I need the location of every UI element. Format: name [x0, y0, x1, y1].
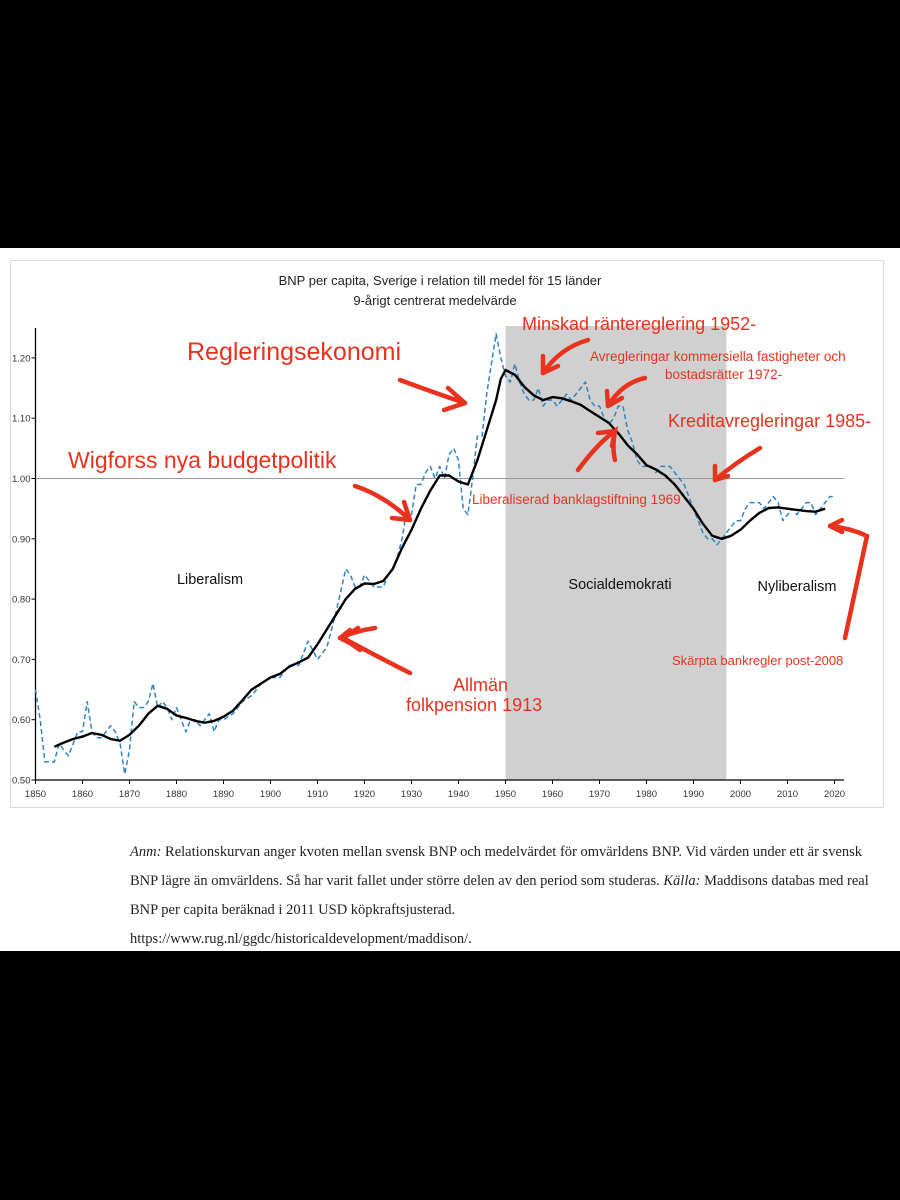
arrow-minskad — [540, 337, 591, 376]
annotation-skarpta-bankregler: Skärpta bankregler post-2008 — [672, 653, 843, 668]
x-tick-label: 2000 — [730, 789, 751, 800]
arrow-skarpta-head — [827, 517, 845, 535]
x-tick-label: 1930 — [401, 789, 422, 800]
chart-frame — [10, 260, 884, 808]
note-body: Relationskurvan anger kvoten mellan sven… — [130, 844, 863, 889]
annotation-kreditavregleringar: Kreditavregleringar 1985- — [668, 411, 871, 431]
arrow-regleringsekonomi — [397, 377, 468, 406]
annotation-allman: Allmän — [453, 675, 508, 695]
annotation-avregleringar-line1: Avregleringar kommersiella fastigheter o… — [590, 349, 846, 364]
arrow-folkpension-tail-head — [337, 627, 355, 647]
x-tick-label: 1870 — [119, 789, 140, 800]
arrow-wigforss-head — [389, 499, 413, 523]
chart: 0.50 0.60 0.70 0.80 0.90 1.00 1.10 1.20 1850 1860… — [12, 273, 871, 800]
period-label-socialdemokrati: Socialdemokrati — [568, 577, 671, 593]
series-line-smoothed — [53, 368, 826, 748]
note-source-body: Maddisons databas med real BNP per capit… — [130, 873, 869, 918]
footnote: Anm: Relationskurvan anger kvoten mellan… — [130, 838, 870, 954]
y-tick-label: 0.90 — [12, 534, 31, 545]
chart-subtitle: 9-årigt centrerat medelvärde — [353, 293, 516, 308]
arrow-minskad-head — [540, 353, 561, 376]
annotation-minskad-rantereglering: Minskad räntereglering 1952- — [522, 314, 756, 334]
y-tick-label: 0.50 — [12, 776, 31, 787]
arrow-skarpta — [827, 523, 870, 641]
y-tick-label: 1.20 — [12, 353, 31, 364]
chart-title: BNP per capita, Sverige i relation till … — [279, 273, 602, 288]
x-tick-label: 1940 — [448, 789, 469, 800]
arrow-liberaliserad-head — [595, 428, 618, 449]
x-tick-label: 1970 — [589, 789, 610, 800]
y-tick-label: 1.10 — [12, 414, 31, 425]
y-tick-label: 0.60 — [12, 715, 31, 726]
annotation-folkpension: folkpension 1913 — [406, 695, 542, 715]
x-tick-label: 1880 — [166, 789, 187, 800]
x-tick-label: 1950 — [495, 789, 516, 800]
note-source-lead: Källa: — [663, 873, 701, 889]
annotation-liberaliserad: Liberaliserad banklagstiftning 1969 — [472, 492, 681, 507]
y-tick-label: 0.80 — [12, 595, 31, 606]
x-tick-label: 1980 — [636, 789, 657, 800]
arrow-wigforss — [352, 483, 413, 523]
note-lead: Anm: — [130, 844, 162, 860]
x-tick-label: 1850 — [25, 789, 46, 800]
x-tick-label: 1990 — [683, 789, 704, 800]
note-url: https://www.rug.nl/ggdc/historicaldevelo… — [130, 931, 472, 947]
x-tick-label: 1920 — [354, 789, 375, 800]
period-label-liberalism: Liberalism — [177, 572, 243, 588]
figure-panel: Anm: Relationskurvan anger kvoten mellan… — [0, 248, 900, 951]
x-tick-label: 1900 — [260, 789, 281, 800]
x-tick-label: 2020 — [824, 789, 845, 800]
annotation-avregleringar-line2: bostadsrätter 1972- — [665, 367, 782, 382]
arrow-regleringsekonomi-head — [441, 385, 468, 413]
x-tick-label: 1910 — [307, 789, 328, 800]
x-tick-label: 2010 — [777, 789, 798, 800]
period-label-nyliberalism: Nyliberalism — [758, 579, 837, 595]
arrow-kreditavregleringar-head — [712, 463, 731, 483]
x-tick-label: 1890 — [213, 789, 234, 800]
arrow-avregleringar-head — [604, 388, 625, 409]
y-tick-label: 0.70 — [12, 655, 31, 666]
x-tick-label: 1960 — [542, 789, 563, 800]
annotation-wigforss: Wigforss nya budgetpolitik — [68, 447, 337, 473]
x-tick-label: 1860 — [72, 789, 93, 800]
annotation-regleringsekonomi: Regleringsekonomi — [187, 338, 401, 366]
y-tick-label: 1.00 — [12, 474, 31, 485]
